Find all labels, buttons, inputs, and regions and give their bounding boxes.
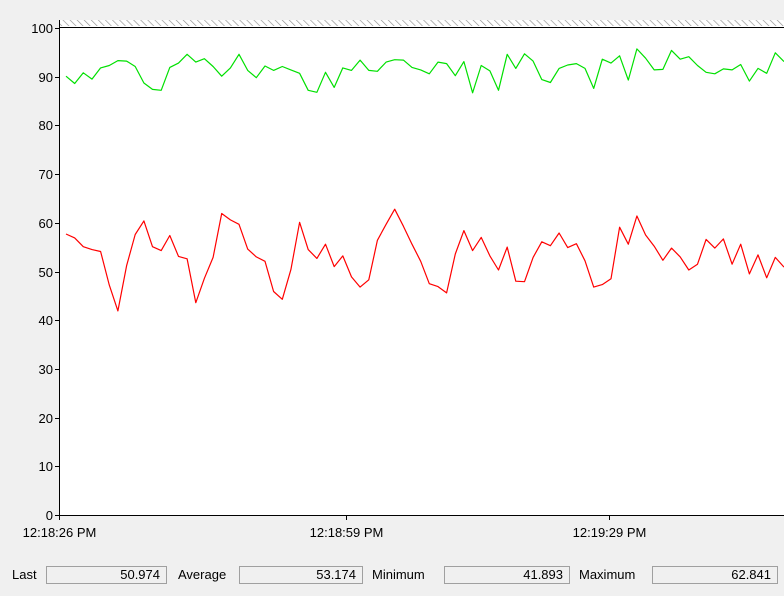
y-tick-label: 10 bbox=[39, 459, 53, 474]
x-tick-label: 12:18:59 PM bbox=[310, 525, 384, 540]
statistics-bar: Last 50.974 Average 53.174 Minimum 41.89… bbox=[0, 562, 784, 588]
y-tick-label: 80 bbox=[39, 118, 53, 133]
average-value-field: 53.174 bbox=[239, 566, 363, 584]
y-tick-label: 0 bbox=[46, 508, 53, 523]
y-tick-label: 40 bbox=[39, 313, 53, 328]
y-tick-label: 70 bbox=[39, 167, 53, 182]
y-tick-label: 50 bbox=[39, 265, 53, 280]
x-tick-label: 12:18:26 PM bbox=[23, 525, 97, 540]
x-ticks-layer: 12:18:26 PM 12:18:59 PM 12:19:29 PM bbox=[23, 515, 647, 540]
average-label: Average bbox=[178, 567, 227, 582]
y-tick-label: 60 bbox=[39, 216, 53, 231]
maximum-value-field: 62.841 bbox=[652, 566, 778, 584]
plot-area bbox=[59, 22, 784, 516]
series-line-2 bbox=[65, 208, 784, 312]
series-layer bbox=[65, 48, 784, 312]
last-value-field: 50.974 bbox=[46, 566, 167, 584]
top-hatch-band bbox=[60, 20, 784, 26]
minimum-value-field: 41.893 bbox=[444, 566, 570, 584]
minimum-label: Minimum bbox=[372, 567, 425, 582]
x-tick-label: 12:19:29 PM bbox=[573, 525, 647, 540]
y-tick-label: 90 bbox=[39, 70, 53, 85]
series-line-1 bbox=[65, 48, 784, 94]
y-tick-label: 20 bbox=[39, 411, 53, 426]
y-tick-label: 100 bbox=[31, 21, 53, 36]
y-ticks-layer: 0 10 20 30 40 50 60 70 80 90 100 bbox=[31, 21, 59, 523]
y-tick-label: 30 bbox=[39, 362, 53, 377]
last-label: Last bbox=[12, 567, 37, 582]
maximum-label: Maximum bbox=[579, 567, 636, 582]
